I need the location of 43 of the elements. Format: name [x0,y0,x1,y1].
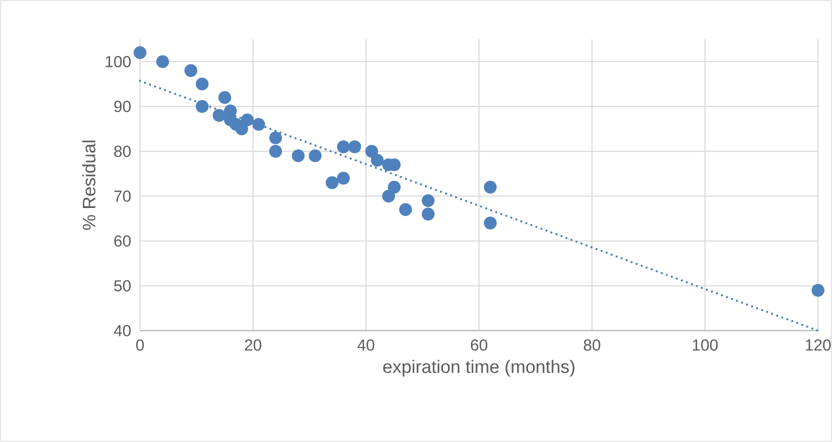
point [422,208,435,220]
point [365,144,378,158]
point [382,190,396,203]
point [196,100,209,113]
x-tick-label: 0 [136,339,144,351]
point [484,180,497,194]
point [269,144,282,158]
y-tick-label: 80 [114,146,131,157]
point [484,216,497,230]
point [252,118,266,131]
y-tick-label: 90 [114,100,131,112]
point [292,149,305,162]
point [235,122,248,136]
point [184,64,198,77]
point [134,46,146,60]
point [326,176,339,190]
point [370,154,384,167]
y-tick-label: 40 [114,324,131,336]
point [337,140,350,154]
point [156,55,170,68]
x-tick-label: 120 [806,339,831,351]
point [218,91,232,104]
x-axis-title: expiration time (months) [383,360,574,377]
y-tick-label: 70 [114,190,131,202]
point [308,149,322,162]
x-tick-label: 80 [584,339,600,351]
x-tick-label: 100 [692,339,718,351]
x-tick-label: 40 [357,339,374,351]
point [337,172,350,185]
point [348,140,362,154]
point [399,203,412,216]
point [196,78,209,90]
y-tick-label: 60 [114,235,131,247]
point [422,194,435,208]
point [240,114,254,126]
y-tick-label: 100 [106,56,131,68]
y-tick-label: 50 [114,280,131,292]
y-axis-title: % Residual [82,140,96,230]
x-tick-label: 20 [244,339,262,351]
point [269,131,282,144]
point [212,109,226,122]
x-tick-label: 60 [470,339,488,351]
point [388,180,401,194]
